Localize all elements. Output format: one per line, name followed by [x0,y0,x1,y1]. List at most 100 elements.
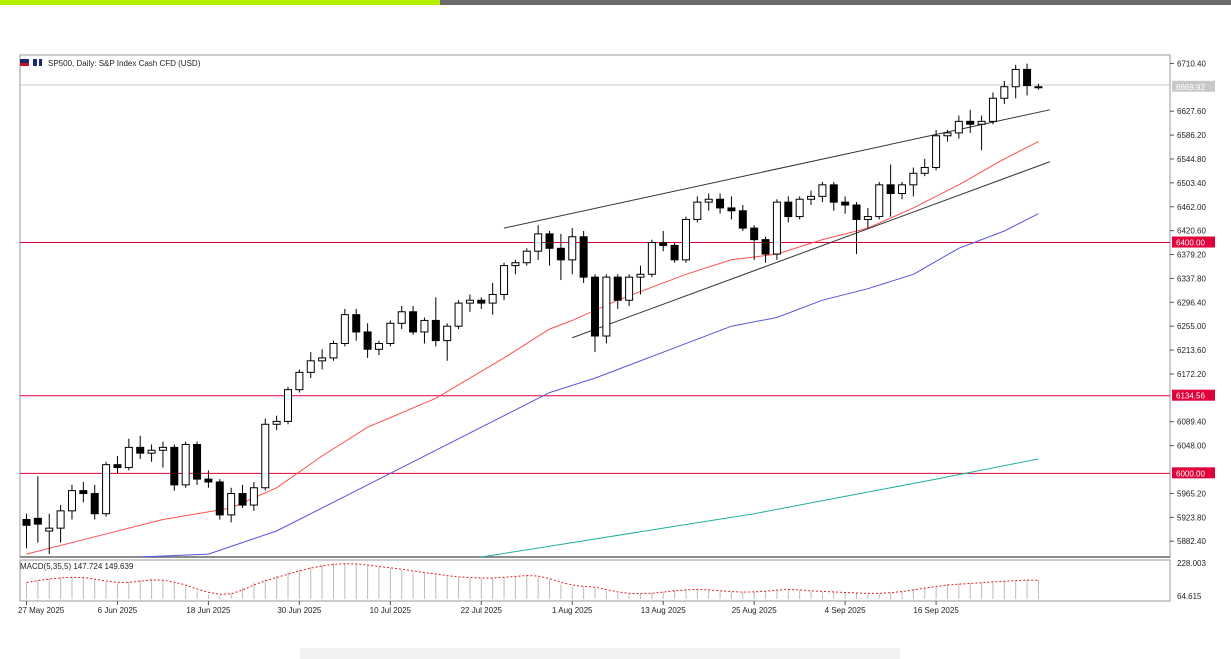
ma-mid-line [140,213,1039,558]
candle-28 [340,308,349,347]
candle-body [124,446,133,469]
y-tick-label: 5923.80 [1177,513,1206,522]
candle-8 [113,456,122,474]
candle-body [329,343,338,359]
candle-body [181,443,190,486]
bottom-fade [300,648,900,659]
candle-body [977,120,986,125]
candle-61 [716,193,725,214]
candle-79 [920,158,929,177]
candle-body [920,167,929,174]
candle-body [158,446,167,451]
candle-51 [602,274,611,344]
candle-body [340,314,349,345]
candle-38 [454,300,463,330]
x-tick-label: 1 Aug 2025 [552,606,593,615]
candle-57 [670,242,679,263]
candle-17 [215,479,224,520]
candle-64 [750,225,759,260]
candle-39 [465,294,474,312]
chart-header: SP500, Daily: S&P Index Cash CFD (USD) M… [20,59,1206,601]
x-tick-label: 16 Sep 2025 [913,606,959,615]
candle-body [170,446,179,486]
candle-31 [374,340,383,356]
candle-45 [534,225,543,260]
x-tick-label: 22 Jul 2025 [461,606,503,615]
candle-82 [954,115,963,139]
y-tick-label: 6420.60 [1177,227,1206,236]
candle-18 [227,487,236,523]
candle-body [22,518,31,526]
candle-body [102,464,111,515]
candle-body [1034,86,1043,89]
candle-2 [45,513,54,555]
candle-body [568,236,577,261]
candle-body [136,446,145,454]
candle-53 [625,274,634,306]
macd-panel [26,563,1039,599]
candle-25 [306,352,315,379]
candle-76 [886,164,895,217]
candle-body [477,299,486,304]
candle-body [704,198,713,203]
candle-body [374,343,383,350]
candle-87 [1011,64,1020,99]
candle-body [261,423,270,489]
candle-32 [386,320,395,347]
candle-84 [977,115,986,151]
price-tag-label: 6134.56 [1176,392,1205,401]
candle-35 [420,317,429,344]
candle-body [681,218,690,261]
candle-body [534,233,543,252]
candle-body [1023,68,1032,87]
candle-body [875,184,884,218]
candle-48 [568,228,577,275]
candle-44 [522,248,531,266]
candle-54 [636,265,645,295]
candle-body [113,464,122,469]
x-tick-label: 6 Jun 2025 [98,606,138,615]
candle-59 [693,196,702,223]
x-tick-label: 4 Sep 2025 [825,606,866,615]
candle-60 [704,193,713,211]
y-tick-label: 5882.40 [1177,537,1206,546]
candle-body [1011,68,1020,88]
candle-65 [761,236,770,263]
candle-body [909,172,918,186]
candle-body [932,135,941,169]
chart-title: SP500, Daily: S&P Index Cash CFD (USD) [48,59,201,68]
chart-frame [19,54,1171,602]
candle-34 [409,306,418,335]
candle-body [147,449,156,454]
candle-89 [1034,83,1043,90]
candle-15 [193,441,202,485]
candle-23 [284,386,293,425]
candle-body [431,319,440,342]
candle-62 [727,196,736,220]
candle-body [750,227,759,241]
candle-body [886,184,895,194]
time-axis: 27 May 2025 6 Jun 2025 18 Jun 2025 30 Jun 2… [18,601,959,615]
candle-58 [681,216,690,263]
y-tick-label: 6503.40 [1177,179,1206,188]
candle-7 [102,461,111,517]
candle-body [829,184,838,203]
candle-body [522,250,531,264]
moving-averages [26,141,1039,558]
candle-26 [318,349,327,370]
candle-36 [431,297,440,347]
candle-body [761,239,770,255]
trendline-1 [572,161,1050,339]
candle-10 [136,435,145,459]
candle-body [772,201,781,255]
candle-body [67,490,76,512]
candle-29 [352,308,361,341]
candle-body [636,273,645,278]
candle-33 [397,306,406,330]
candle-body [511,262,520,267]
candle-body [500,265,509,295]
candle-body [795,198,804,218]
candle-body [306,360,315,373]
candle-24 [295,369,304,393]
